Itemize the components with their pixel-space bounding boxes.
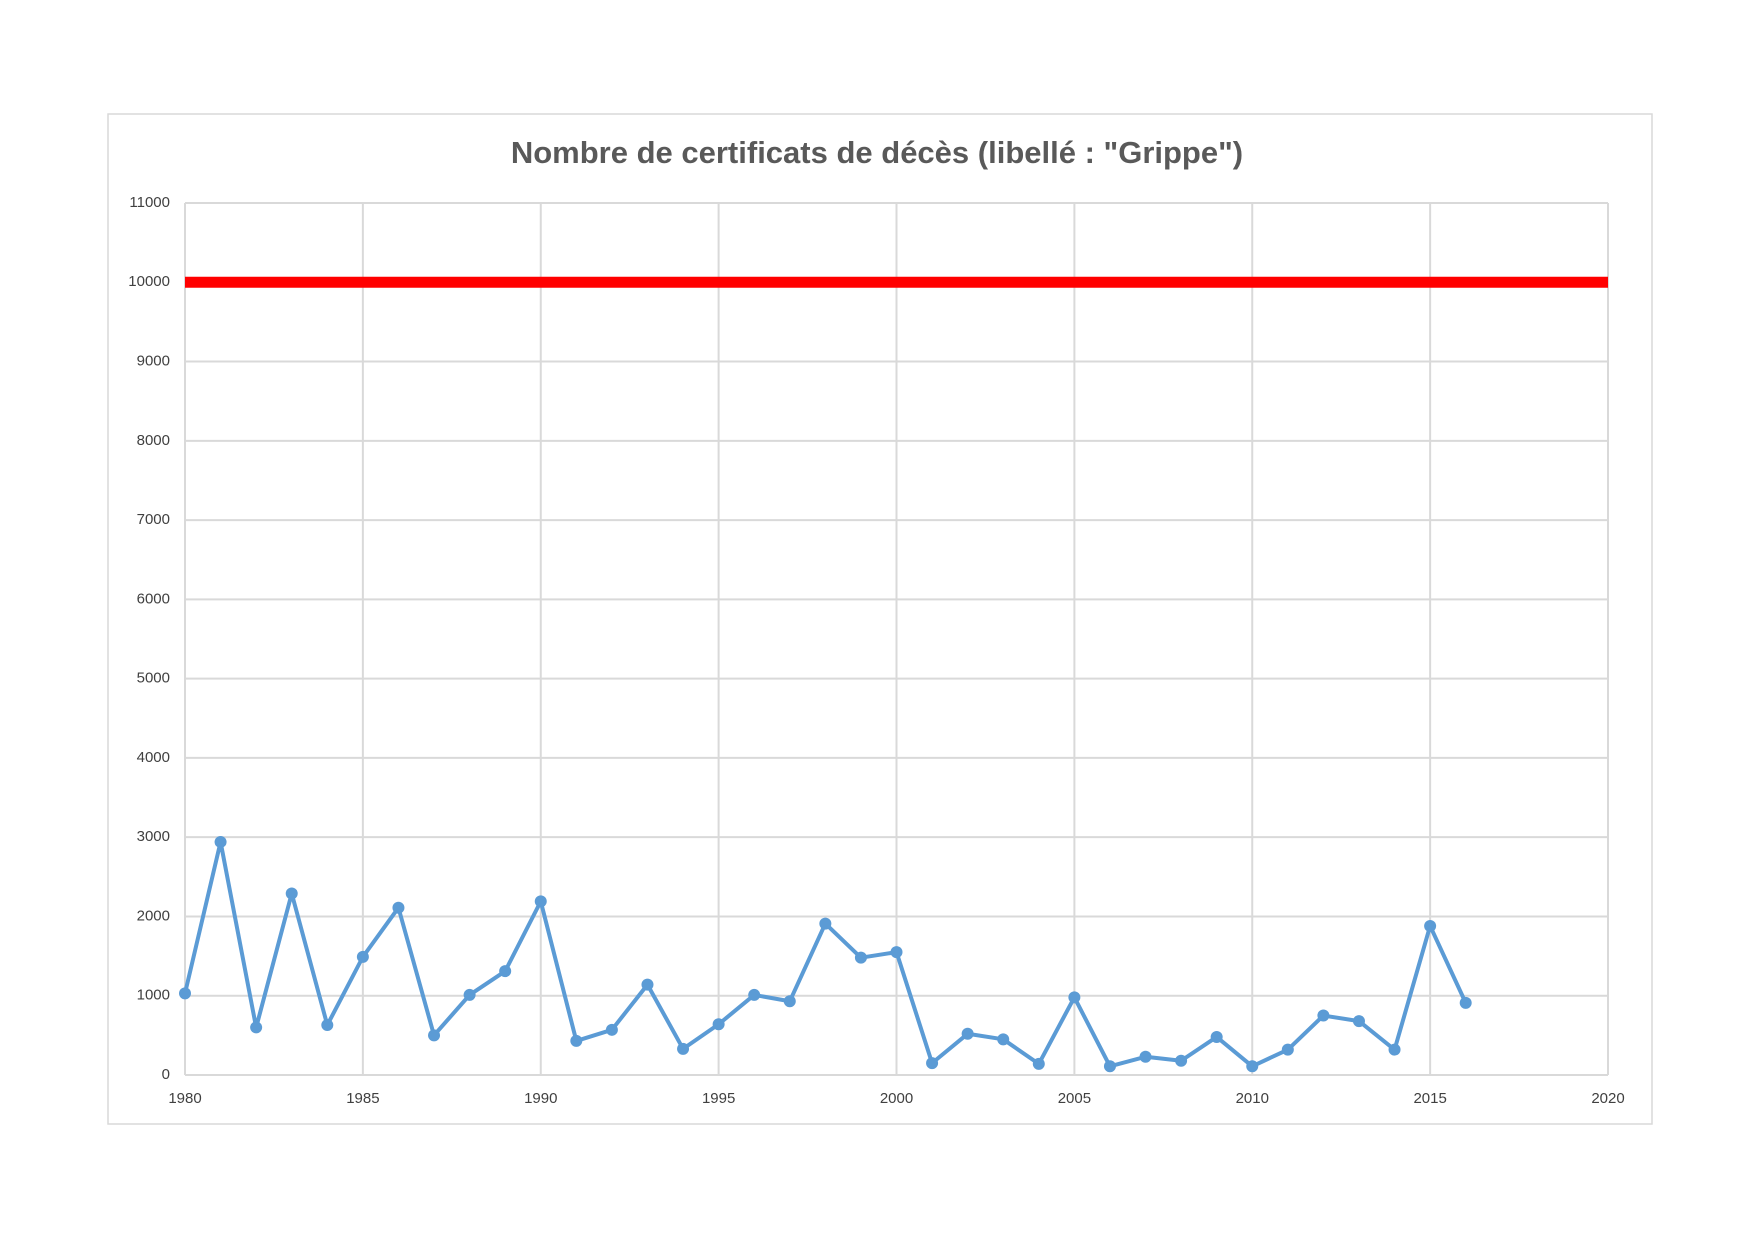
y-tick-label: 3000 <box>137 828 170 845</box>
x-tick-label: 2020 <box>1591 1090 1624 1107</box>
y-tick-label: 8000 <box>137 432 170 449</box>
data-point <box>748 988 761 1001</box>
data-point <box>997 1033 1010 1046</box>
data-point <box>1281 1043 1294 1056</box>
x-tick-label: 2000 <box>880 1090 913 1107</box>
data-point <box>1210 1030 1223 1043</box>
chart-title: Nombre de certificats de décès (libellé … <box>511 135 1243 170</box>
y-tick-label: 7000 <box>137 511 170 528</box>
data-point <box>499 965 512 978</box>
data-point <box>819 917 832 930</box>
x-tick-label: 1980 <box>168 1090 201 1107</box>
data-point <box>428 1029 441 1042</box>
data-point <box>1424 919 1437 932</box>
data-point <box>1103 1060 1116 1073</box>
y-tick-label: 5000 <box>137 670 170 687</box>
y-tick-label: 2000 <box>137 907 170 924</box>
data-point <box>1032 1057 1045 1070</box>
data-point <box>1175 1054 1188 1067</box>
data-point <box>1317 1009 1330 1022</box>
data-point <box>214 835 227 848</box>
data-point <box>321 1019 334 1032</box>
data-point <box>605 1023 618 1036</box>
y-tick-label: 10000 <box>128 273 170 290</box>
y-tick-label: 11000 <box>129 194 170 211</box>
data-point <box>570 1034 583 1047</box>
data-point <box>250 1021 263 1034</box>
data-point <box>392 901 405 914</box>
data-point <box>1388 1043 1401 1056</box>
data-point <box>463 988 476 1001</box>
data-point <box>641 978 654 991</box>
data-point <box>677 1042 690 1055</box>
data-point <box>356 950 369 963</box>
data-point <box>890 946 903 959</box>
x-tick-label: 2015 <box>1413 1090 1446 1107</box>
y-tick-label: 0 <box>162 1066 170 1083</box>
data-point <box>1246 1060 1259 1073</box>
data-point <box>534 895 547 908</box>
y-tick-label: 1000 <box>137 987 170 1004</box>
x-tick-label: 1985 <box>346 1090 379 1107</box>
chart-frame <box>107 113 1653 1125</box>
data-point <box>1352 1015 1365 1028</box>
data-point <box>712 1018 725 1031</box>
data-point <box>926 1057 939 1070</box>
x-tick-label: 2005 <box>1058 1090 1091 1107</box>
data-point <box>285 887 298 900</box>
data-point <box>1459 996 1472 1009</box>
y-tick-label: 6000 <box>137 590 170 607</box>
data-point <box>1139 1050 1152 1063</box>
x-tick-label: 1990 <box>524 1090 557 1107</box>
x-tick-label: 2010 <box>1236 1090 1269 1107</box>
x-tick-label: 1995 <box>702 1090 735 1107</box>
data-point <box>783 995 796 1008</box>
data-point <box>179 987 191 1000</box>
data-point <box>1068 991 1081 1004</box>
y-tick-label: 4000 <box>137 749 170 766</box>
y-tick-label: 9000 <box>137 353 170 370</box>
data-point <box>961 1027 974 1040</box>
data-point <box>854 951 867 964</box>
